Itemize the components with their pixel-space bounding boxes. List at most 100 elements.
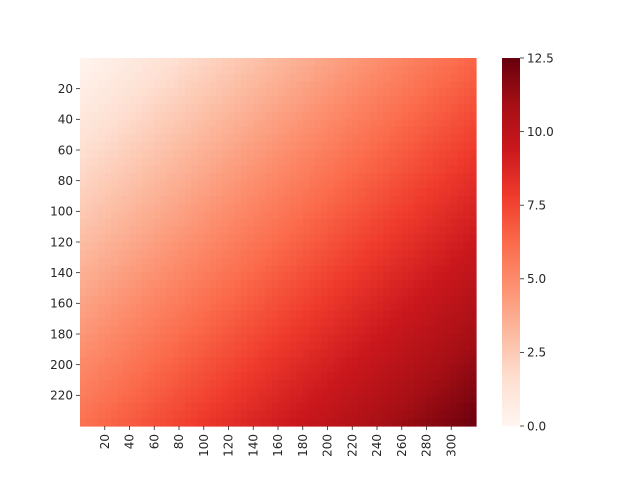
heatmap-cell bbox=[358, 180, 366, 189]
heatmap-cell bbox=[234, 196, 242, 205]
heatmap-cell bbox=[308, 249, 316, 258]
heatmap-cell bbox=[395, 357, 403, 366]
heatmap-cell bbox=[185, 395, 192, 404]
heatmap-cell bbox=[160, 203, 168, 212]
heatmap-cell bbox=[154, 111, 162, 120]
heatmap-cell bbox=[222, 418, 230, 427]
heatmap-cell bbox=[420, 226, 428, 235]
heatmap-cell bbox=[407, 65, 415, 74]
heatmap-cell bbox=[222, 211, 230, 220]
y-tick-label: 80 bbox=[58, 174, 73, 188]
heatmap-cell bbox=[154, 180, 162, 189]
heatmap-cell bbox=[179, 81, 186, 90]
heatmap-cell bbox=[438, 334, 446, 343]
heatmap-cell bbox=[358, 173, 366, 182]
heatmap-cell bbox=[240, 234, 248, 243]
heatmap-cell bbox=[395, 234, 403, 243]
heatmap-cell bbox=[278, 334, 285, 343]
heatmap-cell bbox=[216, 165, 223, 174]
heatmap-cell bbox=[358, 196, 366, 205]
x-tick-label: 60 bbox=[147, 434, 161, 449]
heatmap-cell bbox=[92, 111, 100, 120]
heatmap-cell bbox=[129, 257, 137, 266]
heatmap-cell bbox=[253, 157, 261, 166]
heatmap-cell bbox=[240, 150, 248, 159]
heatmap-cell bbox=[197, 403, 205, 412]
heatmap-cell bbox=[358, 165, 366, 174]
heatmap-cell bbox=[451, 127, 459, 136]
heatmap-cell bbox=[129, 410, 137, 419]
heatmap-cell bbox=[259, 88, 267, 97]
heatmap-cell bbox=[92, 188, 100, 197]
heatmap-cell bbox=[401, 395, 409, 404]
heatmap-cell bbox=[203, 372, 211, 381]
heatmap-cell bbox=[426, 311, 434, 320]
heatmap-cell bbox=[197, 288, 205, 297]
heatmap-cell bbox=[370, 65, 378, 74]
heatmap-cell bbox=[135, 111, 143, 120]
heatmap-cell bbox=[148, 73, 155, 82]
heatmap-cell bbox=[426, 58, 434, 67]
heatmap-cell bbox=[333, 326, 341, 335]
heatmap-cell bbox=[148, 142, 155, 151]
heatmap-cell bbox=[148, 380, 155, 389]
heatmap-cell bbox=[389, 418, 397, 427]
heatmap-cell bbox=[228, 96, 236, 105]
heatmap-cell bbox=[463, 272, 471, 281]
heatmap-cell bbox=[104, 119, 112, 128]
heatmap-cell bbox=[401, 65, 409, 74]
heatmap-cell bbox=[253, 372, 261, 381]
heatmap-cell bbox=[197, 418, 205, 427]
heatmap-cell bbox=[191, 334, 199, 343]
heatmap-cell bbox=[123, 173, 131, 182]
heatmap-cell bbox=[98, 203, 106, 212]
heatmap-cell bbox=[438, 96, 446, 105]
heatmap-cell bbox=[420, 234, 428, 243]
heatmap-cell bbox=[259, 395, 267, 404]
heatmap-cell bbox=[104, 326, 112, 335]
heatmap-cell bbox=[259, 142, 267, 151]
heatmap-cell bbox=[457, 134, 465, 143]
heatmap-cell bbox=[98, 387, 106, 396]
heatmap-cell bbox=[308, 104, 316, 113]
heatmap-cell bbox=[160, 418, 168, 427]
heatmap-cell bbox=[395, 134, 403, 143]
heatmap-cell bbox=[148, 104, 155, 113]
heatmap-cell bbox=[308, 326, 316, 335]
heatmap-cell bbox=[247, 188, 254, 197]
heatmap-cell bbox=[179, 334, 186, 343]
heatmap-cell bbox=[420, 104, 428, 113]
heatmap-cell bbox=[154, 165, 162, 174]
heatmap-cell bbox=[463, 196, 471, 205]
heatmap-cell bbox=[129, 211, 137, 220]
heatmap-cell bbox=[364, 58, 372, 67]
heatmap-cell bbox=[154, 318, 162, 327]
heatmap-cell bbox=[457, 150, 465, 159]
heatmap-cell bbox=[407, 188, 415, 197]
heatmap-cell bbox=[333, 280, 341, 289]
heatmap-cell bbox=[160, 65, 168, 74]
heatmap-cell bbox=[395, 81, 403, 90]
heatmap-cell bbox=[358, 341, 366, 350]
heatmap-cell bbox=[389, 387, 397, 396]
heatmap-cell bbox=[117, 326, 124, 335]
colorbar-tick-label: 2.5 bbox=[527, 346, 546, 360]
heatmap-cell bbox=[401, 318, 409, 327]
heatmap-cell bbox=[457, 410, 465, 419]
heatmap-cell bbox=[420, 410, 428, 419]
heatmap-cell bbox=[321, 341, 329, 350]
heatmap-cell bbox=[80, 65, 87, 74]
heatmap-cell bbox=[284, 288, 291, 297]
heatmap-cell bbox=[395, 349, 403, 358]
heatmap-cell bbox=[123, 73, 131, 82]
heatmap-cell bbox=[364, 403, 372, 412]
heatmap-cell bbox=[141, 219, 149, 228]
heatmap-cell bbox=[123, 234, 131, 243]
heatmap-cell bbox=[197, 303, 205, 312]
heatmap-cell bbox=[284, 127, 291, 136]
heatmap-cell bbox=[370, 88, 378, 97]
heatmap-cell bbox=[469, 211, 477, 220]
heatmap-cell bbox=[253, 341, 261, 350]
heatmap-cell bbox=[463, 88, 471, 97]
heatmap-cell bbox=[284, 96, 291, 105]
